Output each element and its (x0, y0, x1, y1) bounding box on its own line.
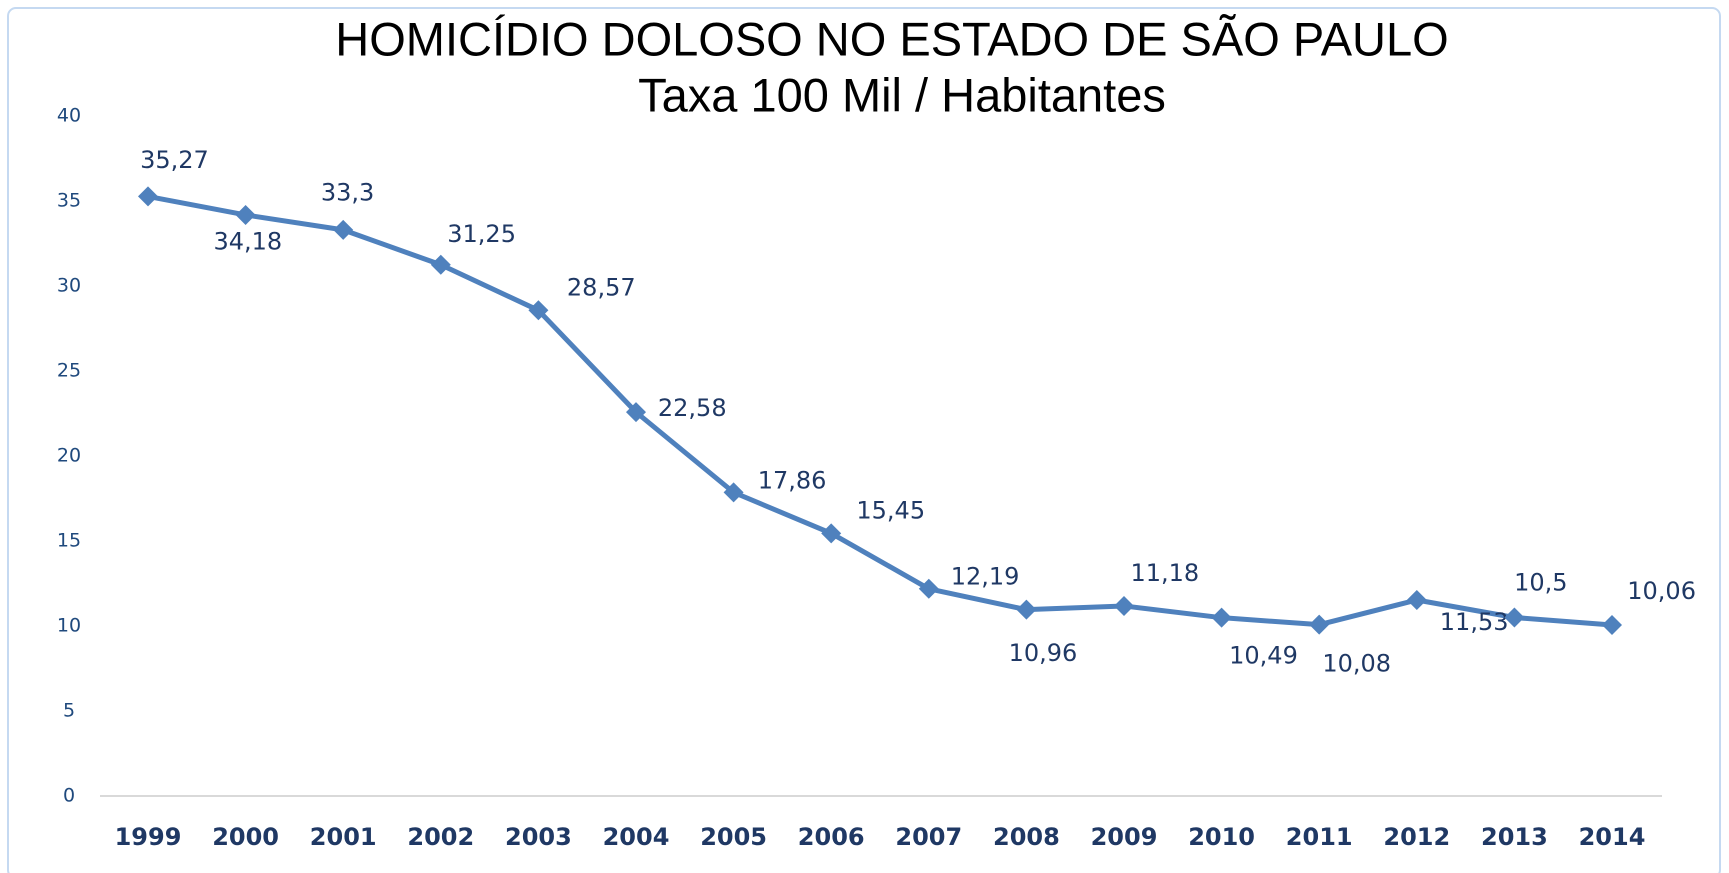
marker (1504, 607, 1525, 628)
x-tick-label: 2001 (310, 823, 377, 851)
x-tick-label: 2008 (993, 823, 1060, 851)
data-label: 34,18 (213, 228, 282, 256)
y-tick-label: 20 (57, 445, 81, 467)
data-label: 10,5 (1514, 568, 1567, 596)
x-tick-label: 2004 (603, 823, 670, 851)
x-tick-label: 2014 (1579, 823, 1646, 851)
marker (821, 523, 842, 544)
marker (1309, 614, 1330, 635)
marker (333, 219, 354, 240)
y-tick-label: 10 (57, 615, 81, 637)
marker (1406, 589, 1427, 610)
line (147, 193, 1613, 628)
x-tick-label: 2003 (505, 823, 572, 851)
marker (138, 186, 158, 207)
data-label: 10,96 (1009, 639, 1078, 667)
data-label: 10,08 (1322, 649, 1391, 677)
x-tick-label: 2007 (895, 823, 962, 851)
data-label: 11,53 (1440, 608, 1509, 636)
y-tick-label: 35 (57, 190, 81, 212)
x-tick-label: 2009 (1091, 823, 1158, 851)
x-tick-label: 1999 (115, 823, 182, 851)
data-label: 28,57 (567, 273, 636, 301)
data-label: 17,86 (758, 466, 827, 494)
y-tick-label: 15 (57, 530, 81, 552)
marker (1211, 607, 1232, 628)
marker (1114, 595, 1134, 616)
marker (626, 402, 646, 423)
data-label: 12,19 (951, 563, 1020, 591)
y-tick-label: 0 (63, 785, 75, 807)
chart-subtitle: Taxa 100 Mil / Habitantes (638, 68, 1166, 121)
x-tick-label: 2006 (798, 823, 865, 851)
x-tick-label: 2000 (212, 823, 279, 851)
marker (528, 300, 549, 321)
y-tick-label: 5 (63, 700, 75, 722)
y-tick-label: 25 (57, 360, 81, 382)
marker (918, 578, 939, 599)
data-label: 11,18 (1130, 559, 1199, 587)
marker (430, 254, 451, 275)
marker (1602, 614, 1622, 635)
y-tick-label: 40 (57, 105, 81, 127)
y-tick-label: 30 (57, 275, 81, 297)
data-label: 10,49 (1229, 641, 1298, 669)
data-label: 15,45 (856, 496, 925, 524)
data-label: 35,27 (140, 146, 209, 174)
x-tick-label: 2013 (1481, 823, 1548, 851)
chart-frame (7, 7, 1721, 873)
x-tick-label: 2012 (1383, 823, 1450, 851)
marker (1016, 599, 1037, 620)
x-tick-label: 2002 (407, 823, 474, 851)
data-label: 22,58 (658, 394, 727, 422)
x-tick-label: 2010 (1188, 823, 1255, 851)
x-tick-label: 2011 (1286, 823, 1353, 851)
marker (723, 482, 744, 503)
data-label: 31,25 (447, 220, 516, 248)
chart-title: HOMICÍDIO DOLOSO NO ESTADO DE SÃO PAULO (335, 12, 1448, 65)
marker (235, 204, 256, 225)
x-tick-label: 2005 (700, 823, 767, 851)
data-label: 10,06 (1627, 577, 1696, 605)
data-label: 33,3 (321, 179, 374, 207)
